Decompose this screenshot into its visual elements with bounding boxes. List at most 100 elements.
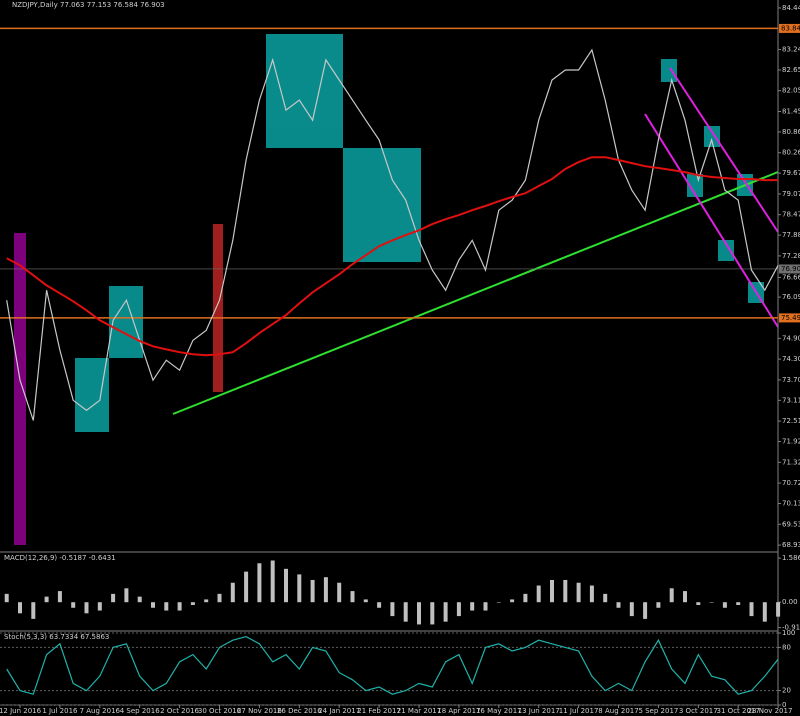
macd-bar (217, 593, 222, 603)
y-tick-label: -0.9136 (782, 624, 800, 632)
macd-bar (111, 593, 116, 603)
macd-bar (97, 602, 102, 611)
zone-box (704, 126, 720, 147)
macd-bar (603, 593, 608, 603)
x-tick-label: 31 Oct 2017 (717, 707, 760, 715)
macd-bar (284, 568, 288, 603)
macd-bar (390, 602, 395, 617)
y-tick-label: 69.530 (782, 520, 800, 528)
x-tick-label: 18 Apr 2017 (437, 707, 480, 715)
macd-bar (510, 599, 515, 603)
macd-bar (576, 582, 581, 603)
x-tick-label: 21 Feb 2017 (357, 707, 401, 715)
y-tick-label: 74.900 (782, 334, 800, 342)
macd-bar (177, 602, 182, 611)
x-tick-label: 1 Jul 2016 (42, 707, 78, 715)
macd-bar (643, 602, 648, 619)
annotations (14, 34, 764, 545)
x-tick-label: 24 Jan 2017 (318, 707, 360, 715)
volatility-bar (14, 233, 26, 545)
zone-box (109, 286, 143, 358)
macd-bar (430, 602, 435, 625)
y-tick-label: 0.00 (782, 598, 798, 606)
chart-title: NZDJPY,Daily 77.063 77.153 76.584 76.903 (12, 1, 165, 9)
macd-bar (403, 602, 408, 622)
macd-bar (776, 602, 781, 617)
y-tick-label: 72.510 (782, 417, 800, 425)
y-tick-label: 84.440 (782, 4, 800, 12)
price-line (6, 48, 779, 421)
macd-bar (44, 596, 49, 603)
price-tag (779, 264, 800, 274)
channel-line (669, 67, 779, 233)
y-tick-label: 81.450 (782, 108, 800, 116)
y-tick-label: 76.090 (782, 293, 800, 301)
macd-bar (722, 602, 727, 608)
x-tick-label: 3 Oct 2017 (679, 707, 718, 715)
macd-bar (683, 591, 687, 603)
macd-bar (84, 602, 89, 614)
indicator-title: MACD(12,26,9) -0.5187 -0.6431 (4, 554, 116, 562)
x-tick-label: 13 Jun 2017 (518, 707, 560, 715)
y-tick-label: 79.670 (782, 169, 800, 177)
y-tick-label: 76.660 (782, 273, 800, 281)
y-tick-label: 70.130 (782, 500, 800, 508)
macd-bar (230, 582, 235, 603)
macd-bar (696, 602, 701, 605)
y-tick-label: 73.700 (782, 376, 800, 384)
macd-bar (616, 602, 621, 608)
macd-bar (323, 577, 328, 603)
macd-bar (337, 582, 342, 603)
macd-bar (563, 579, 568, 603)
x-tick-label: 16 May 2017 (476, 707, 522, 715)
x-tick-label: 30 Oct 2016 (198, 707, 242, 715)
macd-bar (656, 602, 661, 608)
x-tick-label: 21 Mar 2017 (397, 707, 441, 715)
macd-bar (496, 602, 501, 603)
y-tick-label: 82.050 (782, 87, 800, 95)
x-tick-label: 27 Nov 2016 (237, 707, 282, 715)
zone-box (718, 240, 734, 261)
y-tick-label: 74.300 (782, 355, 800, 363)
y-tick-label: 71.920 (782, 438, 800, 446)
macd-bar (124, 588, 129, 603)
macd-bar (57, 591, 62, 603)
volatility-bar (213, 224, 223, 392)
macd-bar (762, 602, 767, 622)
price-tag-label: 76.903 (781, 265, 800, 273)
macd-bar (456, 602, 461, 617)
macd-bar (483, 602, 488, 611)
y-tick-label: 80 (782, 643, 791, 651)
macd-bar (310, 579, 315, 603)
x-tick-label: 8 Aug 2017 (598, 707, 638, 715)
y-tick-label: 77.880 (782, 231, 800, 239)
y-tick-label: 80.260 (782, 149, 800, 157)
macd-bar (523, 593, 528, 603)
macd-bar (18, 602, 22, 614)
macd-bar (470, 602, 475, 611)
zone-box (343, 148, 421, 262)
x-tick-label: 7 Aug 2016 (80, 707, 121, 715)
macd-bar (204, 599, 209, 603)
price-line (6, 156, 779, 357)
macd-bar (536, 585, 541, 603)
price-tag-label: 83.849 (781, 24, 800, 32)
macd-bar (270, 560, 275, 603)
y-tick-label: 83.240 (782, 46, 800, 54)
macd-bar (363, 599, 368, 603)
macd-bar (749, 602, 754, 617)
macd-bar (736, 602, 741, 605)
y-tick-label: 82.650 (782, 66, 800, 74)
macd-bar (377, 602, 382, 608)
y-tick-label: 100 (782, 629, 795, 637)
zone-box (266, 34, 343, 148)
y-tick-label: 20 (782, 687, 791, 695)
macd-bar (297, 574, 302, 603)
x-tick-label: 26 Dec 2016 (277, 707, 322, 715)
x-tick-label: 28 Nov 2017 (748, 707, 793, 715)
macd-bar (709, 602, 714, 603)
indicator-title: Stoch(5,3,3) 63.7334 67.5863 (4, 633, 109, 641)
y-tick-label: 78.470 (782, 211, 800, 219)
channel-line (644, 113, 779, 328)
